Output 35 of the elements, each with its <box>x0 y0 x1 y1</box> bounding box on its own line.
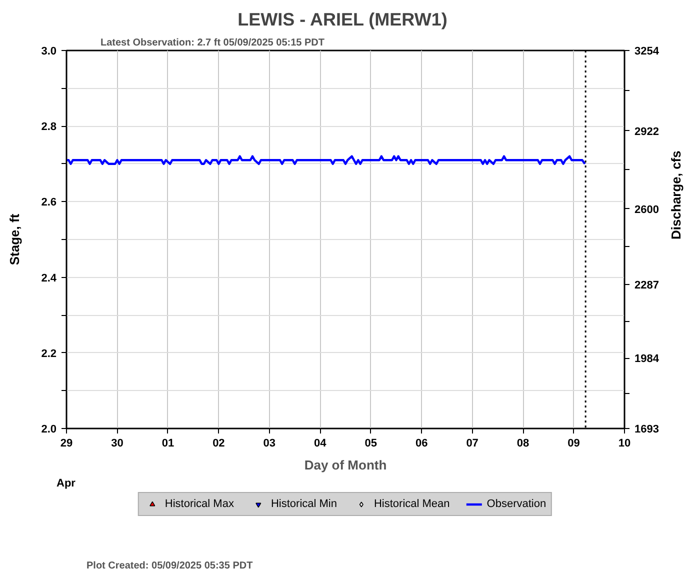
y-tick-label: 2.8 <box>41 121 57 134</box>
x-tick-label: 03 <box>263 438 276 450</box>
y2-tick-label: 2600 <box>634 204 659 216</box>
legend-label: Historical Mean <box>374 498 450 510</box>
y2-tick-label: 2287 <box>634 280 659 292</box>
legend-label: Historical Min <box>270 498 337 510</box>
chart-title: LEWIS - ARIEL (MERW1) <box>238 10 448 30</box>
x-tick-label: 02 <box>212 438 225 450</box>
y2-axis-title: Discharge, cfs <box>668 150 684 240</box>
y2-tick-label: 1984 <box>634 353 660 366</box>
x-tick-label: 04 <box>314 438 328 450</box>
text: Apr <box>56 478 76 490</box>
x-tick-label: 09 <box>568 438 580 450</box>
y2-tick-label: 3254 <box>634 46 660 58</box>
y-tick-label: 2.6 <box>41 196 57 209</box>
x-tick-label: 05 <box>364 438 377 450</box>
chart-subtitle: Latest Observation: 2.7 ft 05/09/2025 05:15 PDT <box>100 38 324 48</box>
y-tick-label: 3.0 <box>41 46 57 58</box>
legend-label: Observation <box>486 498 546 510</box>
x-tick-label: 29 <box>60 438 73 450</box>
x-tick-label: 30 <box>111 438 124 450</box>
x-tick-label: 10 <box>618 438 631 450</box>
y-axis-title: Stage, ft <box>7 213 22 266</box>
y-tick-label: 2.4 <box>41 272 58 284</box>
x-tick-label: 01 <box>162 438 174 450</box>
y2-tick-label: 2922 <box>634 126 659 138</box>
legend-label: Historical Max <box>164 498 234 510</box>
y-tick-label: 2.2 <box>41 348 57 360</box>
x-tick-label: 06 <box>415 438 428 450</box>
x-axis-title: Day of Month <box>304 458 387 472</box>
y-tick-label: 2.0 <box>41 424 57 436</box>
text: Plot Created: 05/09/2025 05:35 PDT <box>86 560 253 570</box>
x-tick-label: 07 <box>466 438 478 450</box>
y2-tick-label: 1693 <box>634 424 659 436</box>
x-tick-label: 08 <box>516 438 530 450</box>
